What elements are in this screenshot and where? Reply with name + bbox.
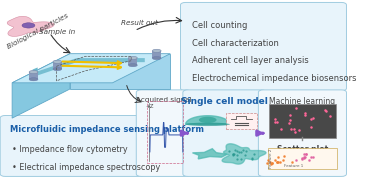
Polygon shape [12,54,70,118]
Ellipse shape [53,67,62,71]
FancyBboxPatch shape [268,148,337,169]
Ellipse shape [29,78,38,81]
Polygon shape [70,54,170,89]
FancyBboxPatch shape [129,58,137,65]
Text: Cell characterization: Cell characterization [192,39,279,48]
Polygon shape [186,116,230,124]
Polygon shape [12,54,170,83]
Polygon shape [38,58,145,75]
Text: Acquired signal: Acquired signal [136,97,191,103]
Text: Biological particles: Biological particles [6,12,70,50]
Ellipse shape [152,49,161,53]
Text: • Impedance flow cytometry: • Impedance flow cytometry [12,145,128,154]
FancyBboxPatch shape [152,51,161,58]
Ellipse shape [152,56,161,60]
Polygon shape [192,149,227,159]
Text: Electrochemical impedance biosensors: Electrochemical impedance biosensors [192,74,356,83]
Polygon shape [7,16,54,36]
Text: Sample in: Sample in [39,29,76,35]
Text: Cell counting: Cell counting [192,21,247,30]
FancyBboxPatch shape [136,90,191,176]
FancyBboxPatch shape [180,2,347,91]
FancyBboxPatch shape [29,72,38,79]
Polygon shape [33,67,38,78]
Text: • Electrical impedance spectroscopy: • Electrical impedance spectroscopy [12,163,160,172]
Text: Microfluidic impedance sensing platform: Microfluidic impedance sensing platform [11,125,204,134]
FancyBboxPatch shape [0,116,145,176]
Text: Single cell model: Single cell model [181,97,268,106]
Polygon shape [222,144,266,164]
Ellipse shape [129,56,137,59]
Ellipse shape [53,60,62,63]
FancyBboxPatch shape [53,62,62,69]
FancyBboxPatch shape [226,113,257,129]
Text: Feature 1: Feature 1 [285,164,304,168]
FancyBboxPatch shape [259,90,347,176]
Ellipse shape [186,123,230,126]
Ellipse shape [22,23,35,28]
FancyBboxPatch shape [269,104,336,138]
Text: Machine learning: Machine learning [270,97,336,106]
Text: Feature 2: Feature 2 [269,148,273,167]
Text: Result out: Result out [121,20,158,26]
Ellipse shape [199,117,217,123]
Ellipse shape [129,64,137,67]
Text: Adherent cell layer analysis: Adherent cell layer analysis [192,56,308,65]
Text: +Z: +Z [146,104,154,109]
Ellipse shape [29,70,38,74]
FancyBboxPatch shape [183,90,266,176]
Text: Scatter plot: Scatter plot [277,145,328,154]
